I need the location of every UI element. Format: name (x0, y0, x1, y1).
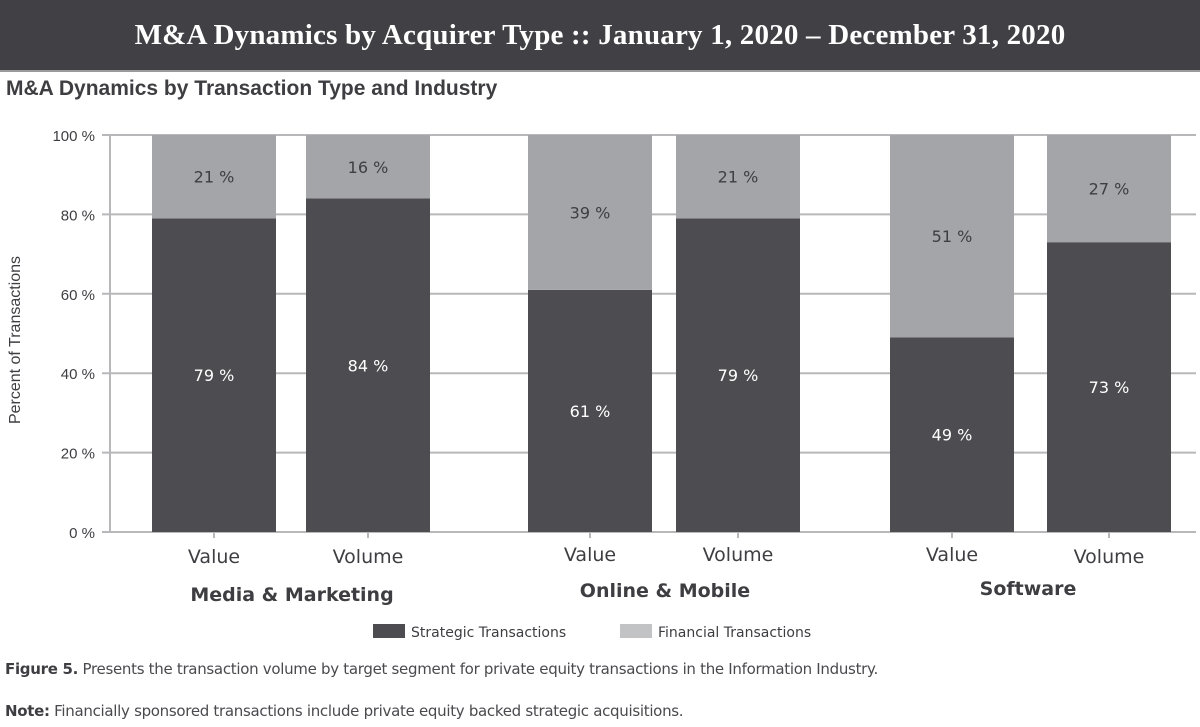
note-text: Financially sponsored transactions inclu… (49, 702, 684, 720)
legend-label: Financial Transactions (658, 625, 811, 640)
y-tick-label: 20 % (61, 446, 95, 463)
axes: 0 % 20 % 40 % 60 % 80 % 100 % Value Volume Value… (52, 128, 1144, 606)
legend: Strategic Transactions Financial Transact… (373, 624, 811, 640)
bar-strategic (152, 218, 276, 532)
x-category-label: Volume (333, 546, 404, 568)
y-tick-label: 80 % (61, 207, 95, 224)
x-group-label: Software (980, 578, 1077, 600)
data-label: 16 % (348, 158, 389, 177)
bar-financial (528, 135, 652, 290)
bars: 79 % 21 % 84 % 16 % 61 % 39 % 79 % 21 % 49 % 51 %… (152, 135, 1171, 532)
bar-financial (306, 135, 430, 199)
y-tick-label: 100 % (52, 128, 95, 145)
bar-strategic (1047, 242, 1171, 532)
data-label: 49 % (932, 426, 973, 445)
x-category-label: Volume (1074, 546, 1145, 568)
figure-caption: Figure 5. Presents the transaction volum… (5, 660, 878, 678)
figure-text: Presents the transaction volume by targe… (78, 660, 879, 678)
bar-financial (152, 135, 276, 219)
data-label: 73 % (1089, 378, 1130, 397)
bar-strategic (528, 289, 652, 532)
x-group-label: Online & Mobile (580, 580, 750, 602)
data-label: 39 % (570, 203, 611, 222)
header-banner: M&A Dynamics by Acquirer Type :: January… (0, 0, 1200, 72)
chart-title: M&A Dynamics by Transaction Type and Ind… (6, 77, 498, 100)
bar-financial (676, 135, 800, 219)
x-group-label: Media & Marketing (190, 584, 393, 606)
x-category-label: Volume (703, 544, 774, 566)
data-label: 84 % (348, 356, 389, 375)
legend-swatch-financial (620, 624, 652, 638)
x-category-label: Value (564, 544, 616, 566)
y-tick-label: 0 % (69, 525, 95, 542)
legend-label: Strategic Transactions (411, 625, 566, 640)
stacked-bar-chart: 79 % 21 % 84 % 16 % 61 % 39 % 79 % 21 % 49 % 51 %… (7, 128, 1196, 640)
page-title: M&A Dynamics by Acquirer Type :: January… (134, 18, 1066, 51)
data-label: 21 % (718, 168, 759, 187)
bar-strategic (306, 198, 430, 532)
data-label: 27 % (1089, 180, 1130, 199)
bar-financial (1047, 135, 1171, 243)
y-tick-label: 40 % (61, 366, 95, 383)
y-axis-label: Percent of Transactions (7, 256, 24, 424)
data-label: 79 % (194, 366, 235, 385)
bar-financial (890, 135, 1014, 338)
x-category-label: Value (188, 546, 240, 568)
data-label: 51 % (932, 227, 973, 246)
data-label: 61 % (570, 402, 611, 421)
bar-strategic (890, 337, 1014, 532)
legend-swatch-strategic (373, 624, 405, 638)
note-label: Note: (5, 702, 50, 720)
y-tick-label: 60 % (61, 287, 95, 304)
bar-strategic (676, 218, 800, 532)
note-caption: Note: Financially sponsored transactions… (5, 702, 684, 720)
x-category-label: Value (926, 544, 978, 566)
data-label: 21 % (194, 168, 235, 187)
figure-label: Figure 5. (5, 660, 79, 678)
data-label: 79 % (718, 366, 759, 385)
